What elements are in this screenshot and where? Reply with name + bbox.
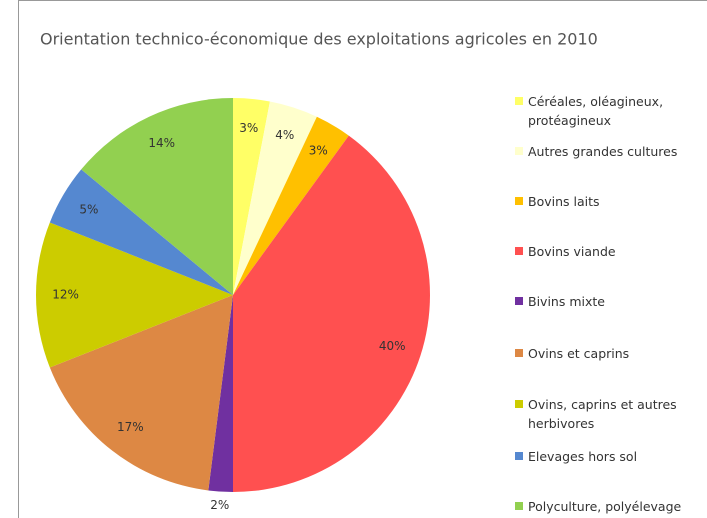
- pie-slice: [233, 116, 349, 295]
- legend-swatch: [515, 502, 523, 510]
- data-label: 2%: [210, 498, 229, 512]
- legend-swatch: [515, 349, 523, 357]
- data-label: 40%: [379, 339, 406, 353]
- pie-slice: [233, 98, 270, 295]
- pie-slice: [81, 98, 233, 295]
- legend-item: Céréales, oléagineux, protéagineux: [515, 92, 695, 130]
- legend-item: Bovins viande: [515, 242, 695, 261]
- data-label: 4%: [275, 128, 294, 142]
- legend-label: Ovins et caprins: [528, 346, 630, 361]
- legend-item: Autres grandes cultures: [515, 142, 695, 161]
- data-label: 14%: [148, 136, 175, 150]
- pie-slice: [49, 169, 234, 295]
- legend-item: Polyculture, polyélevage: [515, 497, 695, 516]
- legend-item: Elevages hors sol: [515, 447, 695, 466]
- chart-title: Orientation technico-économique des expl…: [40, 30, 598, 49]
- pie-slice: [233, 101, 317, 295]
- pie-slice: [208, 295, 233, 492]
- legend-item: Bovins laits: [515, 192, 695, 211]
- legend-swatch: [515, 97, 523, 105]
- legend-swatch: [515, 147, 523, 155]
- legend-label: Céréales, oléagineux, protéagineux: [528, 94, 664, 128]
- pie-slice: [233, 135, 430, 492]
- legend-label: Elevages hors sol: [528, 449, 638, 464]
- legend-swatch: [515, 247, 523, 255]
- chart-frame: [18, 0, 707, 518]
- legend-label: Bivins mixte: [528, 294, 605, 309]
- legend-label: Bovins viande: [528, 244, 616, 259]
- legend-item: Ovins, caprins et autres herbivores: [515, 395, 695, 433]
- data-label: 12%: [52, 288, 79, 302]
- legend-label: Autres grandes cultures: [528, 144, 678, 159]
- data-label: 3%: [239, 121, 258, 135]
- legend-swatch: [515, 297, 523, 305]
- legend-swatch: [515, 452, 523, 460]
- pie-slice: [49, 295, 234, 491]
- legend-label: Polyculture, polyélevage: [528, 499, 682, 514]
- legend-item: Bivins mixte: [515, 292, 695, 311]
- data-label: 5%: [79, 202, 98, 216]
- legend-label: Ovins, caprins et autres herbivores: [528, 397, 677, 431]
- pie-slice: [36, 222, 233, 368]
- legend-item: Ovins et caprins: [515, 344, 695, 363]
- data-label: 3%: [309, 143, 328, 157]
- legend-label: Bovins laits: [528, 194, 600, 209]
- legend-swatch: [515, 197, 523, 205]
- legend-swatch: [515, 400, 523, 408]
- data-label: 17%: [117, 420, 144, 434]
